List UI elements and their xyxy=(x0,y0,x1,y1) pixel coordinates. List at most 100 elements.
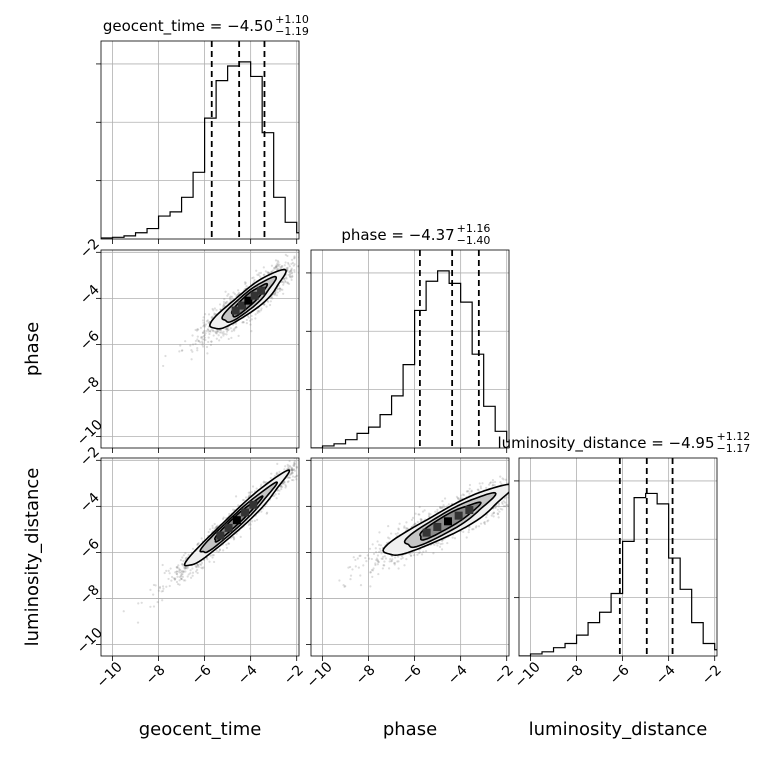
sample-point xyxy=(218,329,221,332)
sample-point xyxy=(290,467,294,470)
sample-point xyxy=(453,537,457,540)
density-peak xyxy=(244,296,253,305)
sample-point xyxy=(168,572,171,575)
sample-point xyxy=(534,485,536,487)
x-axis-label-luminosity_distance: luminosity_distance xyxy=(529,719,708,740)
sample-point xyxy=(226,294,229,297)
sample-point xyxy=(305,453,307,455)
sample-point xyxy=(152,605,156,608)
sample-point xyxy=(178,568,182,572)
sample-point xyxy=(276,291,279,294)
sample-point xyxy=(197,339,200,343)
sample-point xyxy=(253,519,256,522)
sample-point xyxy=(181,564,185,567)
sample-point xyxy=(272,269,275,272)
sample-point xyxy=(180,575,183,578)
density-peak xyxy=(241,508,250,517)
sample-point xyxy=(272,266,276,270)
sample-point xyxy=(161,589,165,593)
sample-point xyxy=(184,570,187,573)
sample-point xyxy=(196,563,199,566)
sample-point xyxy=(229,327,232,330)
sample-point xyxy=(409,554,413,557)
density-peak xyxy=(249,500,258,509)
sample-point xyxy=(515,486,517,488)
sample-point xyxy=(292,463,296,466)
sample-point xyxy=(243,499,246,502)
sample-point xyxy=(190,358,193,361)
sample-point xyxy=(256,310,259,313)
sample-point xyxy=(200,336,203,340)
sample-point xyxy=(259,485,262,488)
sample-point xyxy=(258,272,261,275)
sample-point xyxy=(376,563,379,566)
sample-point xyxy=(400,557,403,560)
sample-point xyxy=(500,483,503,486)
sample-point xyxy=(216,329,219,332)
sample-point xyxy=(201,343,204,346)
density-peak xyxy=(231,306,240,315)
sample-point xyxy=(222,516,225,519)
sample-point xyxy=(286,281,289,284)
sample-point xyxy=(293,469,297,472)
sample-point xyxy=(182,559,185,563)
sample-point xyxy=(242,321,245,324)
sample-point xyxy=(311,443,313,445)
panel-title-geocent_time: geocent_time = −4.50 xyxy=(103,17,273,36)
sample-point xyxy=(383,560,386,563)
sample-point xyxy=(388,537,391,540)
sample-point xyxy=(293,464,296,468)
sample-point xyxy=(216,330,220,333)
tick-label-x: −6 xyxy=(189,662,215,688)
sample-point xyxy=(275,266,278,269)
sample-point xyxy=(149,588,152,591)
sample-point xyxy=(285,266,288,270)
sample-point xyxy=(270,296,273,299)
sample-point xyxy=(493,480,497,484)
sample-point xyxy=(249,323,252,326)
sample-point xyxy=(440,548,444,551)
sample-point xyxy=(201,345,205,348)
sample-point xyxy=(369,571,372,574)
sample-point xyxy=(278,470,281,473)
sample-point xyxy=(195,565,198,568)
sample-point xyxy=(396,560,399,563)
sample-point xyxy=(534,462,536,464)
sample-point xyxy=(207,340,210,344)
sample-point xyxy=(170,579,173,582)
sample-point xyxy=(215,526,218,529)
sample-point xyxy=(191,334,194,337)
sample-point xyxy=(230,336,233,339)
sample-point xyxy=(225,327,228,330)
sample-point xyxy=(441,499,444,503)
sample-point xyxy=(495,504,498,507)
sample-point xyxy=(207,328,210,331)
sample-point xyxy=(224,301,227,305)
sample-point xyxy=(280,266,283,269)
sample-point xyxy=(511,490,513,492)
sample-point xyxy=(528,483,530,485)
sample-point xyxy=(274,266,277,269)
sample-point xyxy=(354,565,357,568)
sample-point xyxy=(477,488,480,491)
tick-label-y: −8 xyxy=(77,374,103,400)
sample-point xyxy=(326,437,328,439)
sample-point xyxy=(218,303,222,306)
sample-point xyxy=(156,600,159,604)
sample-point xyxy=(558,488,560,490)
sample-point xyxy=(540,473,542,475)
sample-point xyxy=(303,457,305,459)
sample-point xyxy=(225,333,228,336)
sample-point xyxy=(349,565,352,569)
sample-point xyxy=(275,294,278,297)
sample-point xyxy=(237,289,240,292)
sample-point xyxy=(291,469,294,472)
sample-point xyxy=(207,530,210,534)
sample-point xyxy=(175,566,178,569)
y-axis-label-phase: phase xyxy=(22,322,43,376)
sample-point xyxy=(420,518,423,521)
sample-point xyxy=(422,550,425,553)
sample-point xyxy=(180,563,184,566)
sample-point xyxy=(532,472,534,474)
sample-point xyxy=(289,272,292,275)
